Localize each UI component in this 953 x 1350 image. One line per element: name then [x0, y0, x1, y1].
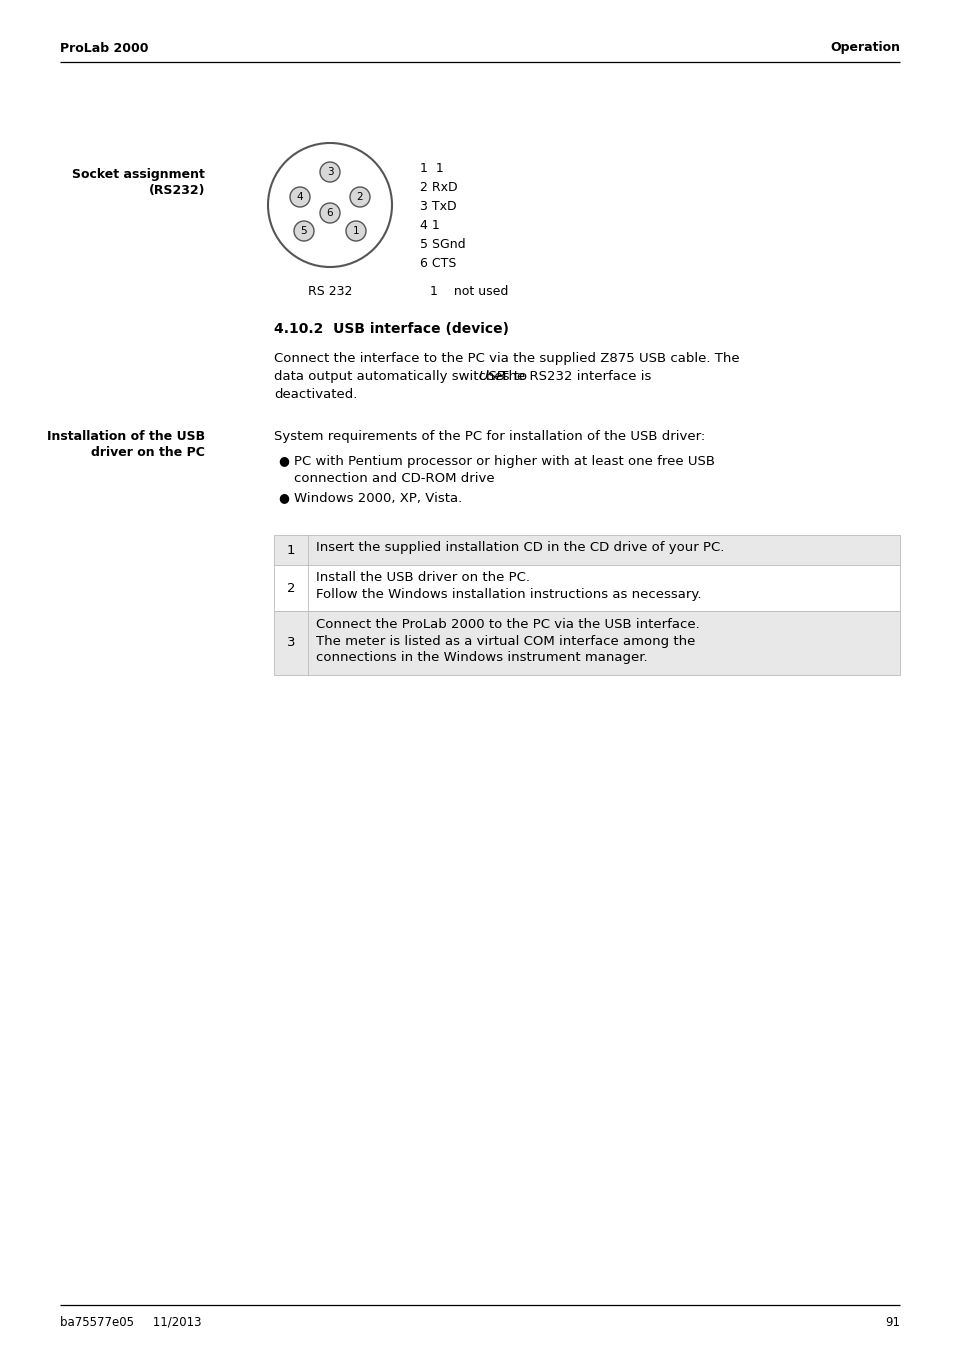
Text: ProLab 2000: ProLab 2000 — [60, 42, 149, 54]
Text: PC with Pentium processor or higher with at least one free USB: PC with Pentium processor or higher with… — [294, 455, 714, 468]
Text: driver on the PC: driver on the PC — [91, 446, 205, 459]
Bar — [274, 566, 899, 612]
Text: Windows 2000, XP, Vista.: Windows 2000, XP, Vista. — [294, 491, 462, 505]
Bar — [274, 612, 899, 675]
Circle shape — [346, 221, 366, 242]
Text: 6: 6 — [326, 208, 333, 217]
Circle shape — [319, 202, 339, 223]
Text: RS 232: RS 232 — [308, 285, 352, 298]
Bar — [274, 535, 899, 566]
Text: Connect the ProLab 2000 to the PC via the USB interface.: Connect the ProLab 2000 to the PC via th… — [315, 617, 699, 630]
Text: 5: 5 — [300, 225, 307, 236]
Text: 1: 1 — [353, 225, 359, 236]
Text: Connect the interface to the PC via the supplied Z875 USB cable. The: Connect the interface to the PC via the … — [274, 352, 739, 365]
Text: Insert the supplied installation CD in the CD drive of your PC.: Insert the supplied installation CD in t… — [315, 541, 723, 555]
Text: The meter is listed as a virtual COM interface among the: The meter is listed as a virtual COM int… — [315, 634, 695, 648]
Text: 4: 4 — [296, 192, 303, 202]
Text: . The RS232 interface is: . The RS232 interface is — [492, 370, 651, 383]
Text: 2 RxD: 2 RxD — [419, 181, 457, 194]
Text: 4.10.2  USB interface (device): 4.10.2 USB interface (device) — [274, 323, 509, 336]
Text: Installation of the USB: Installation of the USB — [47, 431, 205, 443]
Text: deactivated.: deactivated. — [274, 387, 357, 401]
Text: connections in the Windows instrument manager.: connections in the Windows instrument ma… — [315, 652, 647, 664]
Text: (RS232): (RS232) — [149, 184, 205, 197]
Text: 3: 3 — [287, 636, 294, 649]
Text: System requirements of the PC for installation of the USB driver:: System requirements of the PC for instal… — [274, 431, 704, 443]
Text: 1  1: 1 1 — [419, 162, 443, 176]
Text: connection and CD-ROM drive: connection and CD-ROM drive — [294, 472, 494, 485]
Circle shape — [294, 221, 314, 242]
Circle shape — [319, 162, 339, 182]
Circle shape — [350, 188, 370, 207]
Text: ba75577e05     11/2013: ba75577e05 11/2013 — [60, 1315, 201, 1328]
Text: 1    not used: 1 not used — [430, 285, 508, 298]
Text: 2: 2 — [356, 192, 363, 202]
Text: ●: ● — [277, 491, 289, 505]
Text: Follow the Windows installation instructions as necessary.: Follow the Windows installation instruct… — [315, 589, 700, 601]
Text: 3 TxD: 3 TxD — [419, 200, 456, 213]
Circle shape — [268, 143, 392, 267]
Text: 3: 3 — [326, 167, 333, 177]
Text: ●: ● — [277, 455, 289, 467]
Text: 91: 91 — [884, 1315, 899, 1328]
Text: 5 SGnd: 5 SGnd — [419, 238, 465, 251]
Text: 4 1: 4 1 — [419, 219, 439, 232]
Text: 6 CTS: 6 CTS — [419, 256, 456, 270]
Text: USB: USB — [478, 370, 505, 383]
Text: 2: 2 — [287, 582, 294, 594]
Circle shape — [290, 188, 310, 207]
Text: Operation: Operation — [829, 42, 899, 54]
Text: Install the USB driver on the PC.: Install the USB driver on the PC. — [315, 571, 530, 585]
Text: Socket assignment: Socket assignment — [72, 167, 205, 181]
Text: 1: 1 — [287, 544, 294, 556]
Text: data output automatically switches to: data output automatically switches to — [274, 370, 531, 383]
